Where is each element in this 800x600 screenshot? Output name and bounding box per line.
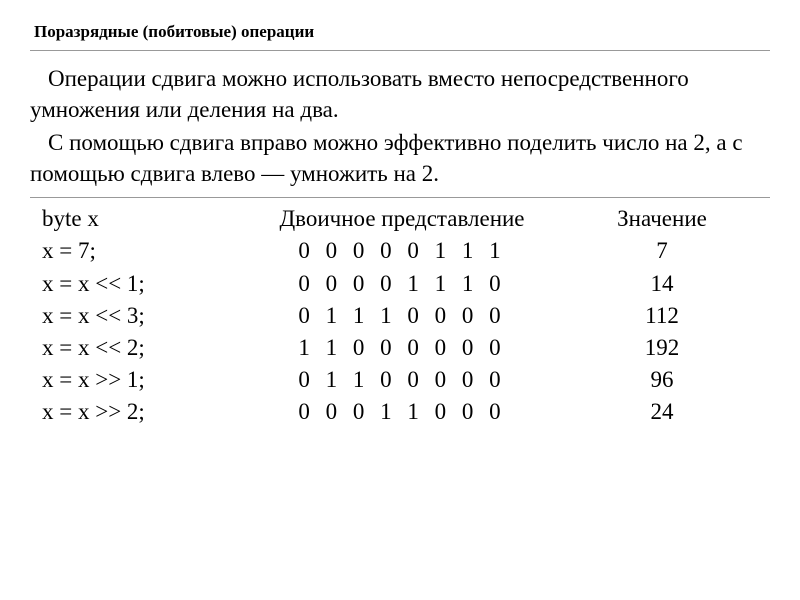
cell-binary: 0 1 1 1 0 0 0 0	[232, 300, 572, 332]
cell-value: 112	[572, 300, 752, 332]
cell-binary: 1 1 0 0 0 0 0 0	[232, 332, 572, 364]
cell-binary: 0 0 0 0 0 1 1 1	[232, 235, 572, 267]
cell-expr: x = 7;	[42, 235, 232, 267]
cell-binary: 0 0 0 1 1 0 0 0	[232, 396, 572, 428]
cell-value: 14	[572, 268, 752, 300]
table-row: x = x << 3; 0 1 1 1 0 0 0 0 112	[42, 300, 770, 332]
divider	[30, 197, 770, 198]
cell-expr: x = x << 3;	[42, 300, 232, 332]
paragraph-1: Операции сдвига можно использовать вмест…	[30, 63, 770, 125]
header-binary: Двоичное представление	[232, 203, 572, 235]
slide-title: Поразрядные (побитовые) операции	[30, 22, 770, 51]
bitshift-table: byte x Двоичное представление Значение x…	[30, 203, 770, 428]
cell-value: 192	[572, 332, 752, 364]
paragraph-2: С помощью сдвига вправо можно эффективно…	[30, 127, 770, 189]
table-row: x = x >> 2; 0 0 0 1 1 0 0 0 24	[42, 396, 770, 428]
cell-expr: x = x << 2;	[42, 332, 232, 364]
cell-binary: 0 1 1 0 0 0 0 0	[232, 364, 572, 396]
cell-value: 96	[572, 364, 752, 396]
table-row: x = x << 2; 1 1 0 0 0 0 0 0 192	[42, 332, 770, 364]
header-value: Значение	[572, 203, 752, 235]
cell-value: 7	[572, 235, 752, 267]
table-row: x = x >> 1; 0 1 1 0 0 0 0 0 96	[42, 364, 770, 396]
cell-expr: x = x >> 2;	[42, 396, 232, 428]
table-row: x = 7; 0 0 0 0 0 1 1 1 7	[42, 235, 770, 267]
table-row: x = x << 1; 0 0 0 0 1 1 1 0 14	[42, 268, 770, 300]
cell-binary: 0 0 0 0 1 1 1 0	[232, 268, 572, 300]
cell-expr: x = x << 1;	[42, 268, 232, 300]
cell-expr: x = x >> 1;	[42, 364, 232, 396]
header-expr: byte x	[42, 203, 232, 235]
cell-value: 24	[572, 396, 752, 428]
table-header: byte x Двоичное представление Значение	[42, 203, 770, 235]
